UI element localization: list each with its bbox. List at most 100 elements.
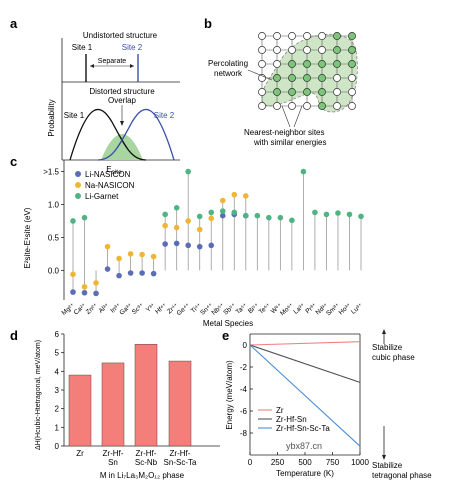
panel-c-point [243,212,249,219]
panel-c-point [289,217,295,224]
panel-c-point [81,289,88,296]
panel-c-point [70,218,76,224]
lattice-node [303,32,311,40]
panel-c-point [312,209,318,216]
panel-d: d ΔH(Hcubic-Htetragonal, meV/atom) 0 1 2 3 4… [10,328,220,480]
nn-arrow-2 [293,105,303,128]
lattice-node-active [318,60,326,68]
panel-c-point [208,242,215,249]
panel-e-xtick-label: 0 [248,458,253,467]
lattice-node [273,60,281,68]
panel-d-xtick-label: Zr [76,449,84,458]
panel-c-point [208,215,215,222]
lattice-node-active [333,32,341,40]
panel-d-ytick-label: 0 [55,442,60,451]
panel-c-legend-marker [75,171,81,177]
watermark: ybx87.cn [286,441,322,451]
nn-arrow-1 [281,105,291,128]
panel-d-xlabel: M in Li₇La₃M₂O₁₂ phase [100,471,185,480]
panel-c: c E²site-E¹site (eV) >1.5 1.0 0.5 0.0 Mg²⁺C… [10,154,364,328]
lattice-node-active [303,60,311,68]
panel-c-ytick-label: 0.5 [48,233,60,242]
lattice-node-active [348,46,356,54]
panel-e-x-ticks: 0 250 500 750 1000 [248,452,369,467]
panel-c-points [70,168,364,297]
panel-c-ytick-label: 1.0 [48,201,60,210]
panel-d-bar [168,360,192,447]
lattice-node [258,74,266,82]
panel-c-point [358,213,364,220]
lattice-node [273,46,281,54]
panel-c-point [150,270,157,277]
panel-label-d: d [10,328,18,343]
lattice-node-active [303,88,311,96]
site2-label-b: Site 2 [154,111,175,120]
panel-label-b: b [204,16,212,31]
stabilize-cubic-label-1: Stabilize [372,343,403,352]
lattice-node [288,32,296,40]
panel-c-point [173,205,180,211]
percolating-label: Percolating [208,59,248,68]
panel-d-ytick-label: 4 [55,367,60,376]
lattice-node-active [348,32,356,40]
separate-arrowhead-left [90,64,94,68]
panel-c-point [219,212,226,219]
lattice-node-active [318,88,326,96]
lattice-node [288,46,296,54]
panel-c-point [81,214,88,221]
panel-c-x-ticks: Mg²⁺Ca²⁺Zn²⁺Al³⁺In³⁺Ga³⁺Sc³⁺ Y³⁺Hf⁴⁺Zr⁴⁺G… [61,302,365,317]
panel-c-point [185,218,191,224]
panel-c-xtick-label: Sc³⁺ [131,302,146,316]
lattice-node [318,32,326,40]
lattice-node [348,74,356,82]
panel-d-xtick-label: Zr-Hf- [170,449,191,458]
panel-e-xlabel: Temperature (K) [276,469,334,478]
stabilize-tetragonal-arrowhead [382,455,386,460]
panel-c-point [323,211,330,218]
panel-e-xtick-label: 750 [326,458,340,467]
site2-distribution [97,108,175,161]
panel-d-bar [101,362,125,447]
panel-d-ytick-label: 3 [55,386,60,395]
lattice-node [273,32,281,40]
lattice-node-active [318,102,326,110]
panel-d-bar [68,374,92,447]
lattice-node-active [348,60,356,68]
percolating-region [261,33,358,113]
panel-c-point [93,280,99,286]
panel-c-point [254,212,261,219]
panel-c-point [266,214,272,221]
lattice-node [258,32,266,40]
panel-c-point [116,272,122,279]
panel-c-point [93,290,99,297]
stabilize-tetragonal-label-2: tetragonal phase [372,471,432,480]
site1-distribution [69,108,147,161]
panel-c-xtick-label: Y³⁺ [145,302,157,314]
separate-label: Separate [98,58,127,65]
panel-b: b Percolating network Nearest-neighbor s… [204,16,358,147]
panel-c-point [127,270,134,276]
panel-a-bottom-title-1: Distorted structure [89,87,155,96]
lattice-node-active [303,74,311,82]
panel-c-point [208,209,215,216]
panel-c-point [81,284,88,290]
panel-c-point [104,243,111,250]
panel-d-ytick-label: 2 [55,405,60,414]
lattice-node [258,88,266,96]
panel-e-xtick-label: 500 [298,458,312,467]
lattice-node-active [288,88,296,96]
panel-c-point [139,251,145,258]
panel-label-e: e [222,328,229,343]
panel-c-legend-marker [75,193,81,199]
site2-label: Site 2 [122,43,143,52]
panel-c-point [300,168,307,175]
panel-c-legend: Li-NASICON Na-NASICON Li-Garnet [75,170,135,201]
lattice-node [333,88,341,96]
percolating-arrow [247,69,273,81]
panel-e-ylabel: Energy (meV/atom) [225,360,234,430]
panel-c-legend-label: Na-NASICON [85,181,135,190]
network-label: network [214,69,243,78]
panel-c-point [173,224,180,231]
